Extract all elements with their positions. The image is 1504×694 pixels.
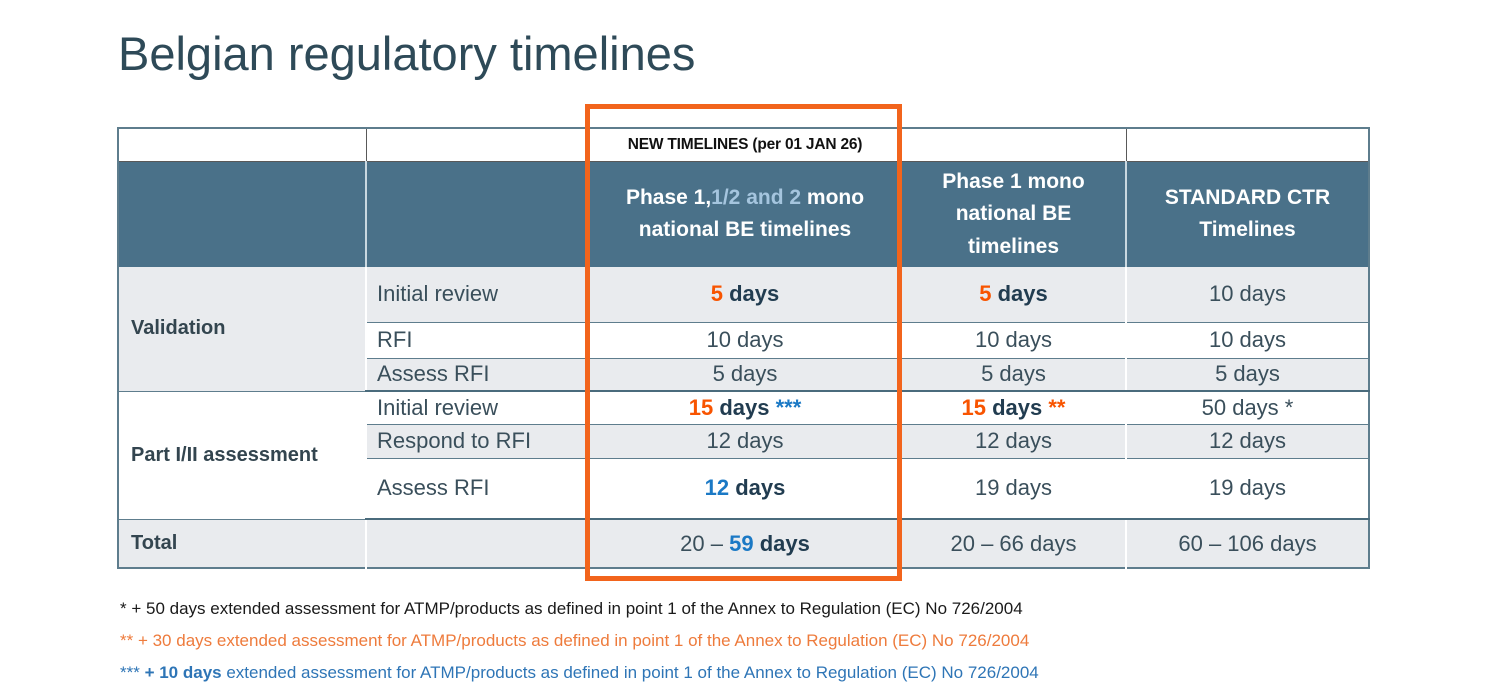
value-cell-ctr: 10 days	[1125, 267, 1369, 323]
table-row-validation-assess-rfi: Assess RFI 5 days 5 days 5 days	[118, 358, 1369, 393]
value-number: 5	[979, 281, 992, 307]
table-row-assessment-initial-review: Part I/II assessment Initial review 15 d…	[118, 391, 1369, 520]
page-title: Belgian regulatory timelines	[118, 27, 696, 80]
step-cell: Respond to RFI	[365, 424, 589, 459]
timelines-table: NEW TIMELINES (per 01 JAN 26) Phase 1,1/…	[117, 127, 1370, 570]
total-unit: days	[753, 530, 810, 556]
value-cell-ctr: 10 days	[1125, 322, 1369, 359]
value-cell-new: 12 days	[588, 424, 901, 459]
footnote-one-star: * + 50 days extended assessment for ATMP…	[120, 599, 1023, 618]
step-cell: Assess RFI	[365, 358, 589, 393]
step-cell: RFI	[365, 322, 589, 359]
table-row-validation-initial-review: Validation Initial review 5 days 5 days …	[118, 267, 1369, 392]
column-header-row: Phase 1,1/2 and 2 mono national BE timel…	[118, 161, 1369, 268]
value-unit: days	[729, 475, 786, 501]
step-cell: Initial review	[365, 267, 589, 323]
banner-empty-cell	[900, 127, 1127, 162]
footnotes: * + 50 days extended assessment for ATMP…	[120, 597, 1039, 693]
total-range-prefix: 20 –	[680, 530, 730, 556]
footnote-text: extended assessment for ATMP/products as…	[221, 663, 1039, 682]
footnote-marker-three-stars: ***	[775, 394, 802, 420]
value-cell-new: 15 days ***	[588, 391, 901, 425]
step-cell: Assess RFI	[365, 458, 589, 521]
banner-empty-cell	[365, 127, 590, 162]
value-unit: days	[991, 281, 1048, 307]
footnote-marker-two-stars: **	[1048, 394, 1066, 420]
step-cell: Initial review	[365, 391, 589, 425]
group-cell-validation: Validation	[118, 267, 366, 392]
value-cell-mono: 5 days	[900, 358, 1126, 393]
value-number: 15	[688, 394, 714, 420]
value-unit: days	[713, 394, 776, 420]
group-cell-total: Total	[118, 519, 366, 569]
value-number: 15	[961, 394, 986, 420]
header-empty-group	[118, 161, 366, 268]
table-row-assessment-respond-rfi: Respond to RFI 12 days 12 days 12 days	[118, 424, 1369, 459]
column-header-new-timelines: Phase 1,1/2 and 2 mono national BE timel…	[588, 161, 901, 268]
new-timelines-banner: NEW TIMELINES (per 01 JAN 26)	[588, 127, 902, 162]
value-cell-ctr: 5 days	[1125, 358, 1369, 393]
value-cell-mono: 19 days	[900, 458, 1126, 521]
total-empty-cell	[365, 519, 589, 569]
value-cell-ctr-total: 60 – 106 days	[1125, 519, 1369, 569]
table-row-assessment-assess-rfi: Assess RFI 12 days 19 days 19 days	[118, 458, 1369, 521]
value-cell-mono: 10 days	[900, 322, 1126, 359]
banner-row: NEW TIMELINES (per 01 JAN 26)	[117, 127, 1370, 162]
value-unit: days	[985, 394, 1049, 420]
footnote-bold-days: + 10 days	[144, 663, 222, 682]
value-cell-mono: 15 days **	[900, 391, 1126, 425]
banner-empty-cell	[117, 127, 367, 162]
column-header-phase1-mono: Phase 1 mono national BE timelines	[900, 161, 1126, 268]
value-number: 12	[704, 475, 730, 501]
footnote-three-stars: *** + 10 days extended assessment for AT…	[120, 661, 1039, 693]
value-cell-new: 5 days	[588, 358, 901, 393]
value-number: 5	[710, 281, 723, 307]
value-cell-mono: 12 days	[900, 424, 1126, 459]
header-phase1-part: Phase 1,	[625, 185, 712, 209]
table-row-validation-rfi: RFI 10 days 10 days 10 days	[118, 322, 1369, 359]
value-cell-ctr: 50 days *	[1125, 391, 1369, 425]
value-cell-new-total: 20 – 59 days	[588, 519, 901, 569]
value-unit: days	[722, 281, 780, 307]
timelines-table-container: NEW TIMELINES (per 01 JAN 26) Phase 1,1/…	[117, 127, 1370, 570]
column-header-standard-ctr: STANDARD CTR Timelines	[1125, 161, 1369, 268]
value-cell-mono-total: 20 – 66 days	[900, 519, 1126, 569]
value-cell-new: 10 days	[588, 322, 901, 359]
footnote-marker: ***	[120, 663, 145, 682]
value-cell-new: 12 days	[588, 458, 901, 521]
header-empty-step	[365, 161, 589, 268]
group-cell-part-i-ii-assessment: Part I/II assessment	[118, 391, 366, 520]
table-row-total: Total 20 – 59 days 20 – 66 days 60 – 106…	[118, 519, 1369, 569]
value-cell-ctr: 12 days	[1125, 424, 1369, 459]
value-cell-mono: 5 days	[900, 267, 1126, 323]
footnote-two-stars: ** + 30 days extended assessment for ATM…	[120, 631, 1030, 650]
value-cell-ctr: 19 days	[1125, 458, 1369, 521]
header-phase12-part: 1/2 and 2	[711, 185, 802, 209]
value-cell-new: 5 days	[588, 267, 901, 323]
total-number: 59	[729, 530, 754, 556]
header-mono-be-part: mono national BE timelines	[638, 185, 865, 242]
banner-empty-cell	[1125, 127, 1370, 162]
